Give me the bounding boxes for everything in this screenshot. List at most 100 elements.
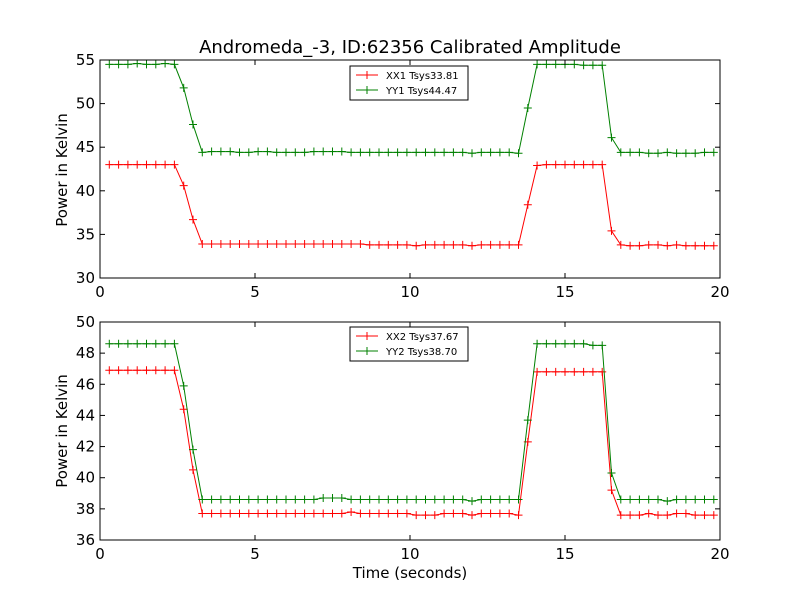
data-point-marker xyxy=(468,497,476,506)
data-point-marker xyxy=(347,495,356,504)
data-point-marker xyxy=(644,495,653,504)
legend-marker xyxy=(363,86,371,94)
data-point-marker xyxy=(235,148,244,157)
data-point-marker xyxy=(681,149,690,158)
data-point-marker xyxy=(691,511,700,520)
data-point-marker xyxy=(421,240,430,249)
y-tick-label: 44 xyxy=(76,406,95,424)
data-point-marker xyxy=(430,240,439,249)
data-point-marker xyxy=(105,366,114,375)
data-point-marker xyxy=(356,509,365,518)
data-point-marker xyxy=(263,495,272,504)
y-tick-label: 40 xyxy=(76,469,95,487)
data-point-marker xyxy=(672,495,681,504)
data-point-marker xyxy=(505,148,514,157)
data-point-marker xyxy=(244,509,253,518)
data-point-marker xyxy=(337,147,346,156)
data-point-marker xyxy=(365,509,374,518)
data-point-marker xyxy=(179,181,188,190)
data-point-marker xyxy=(142,366,151,375)
data-point-marker xyxy=(495,240,504,249)
data-point-marker xyxy=(207,509,216,518)
data-point-marker xyxy=(561,160,569,169)
legend-marker xyxy=(363,347,371,355)
data-point-marker xyxy=(226,495,235,504)
y-tick-label: 30 xyxy=(76,269,95,287)
data-point-marker xyxy=(588,367,597,376)
data-point-marker xyxy=(616,495,625,504)
legend-marker xyxy=(363,332,371,340)
data-point-marker xyxy=(244,495,253,504)
data-point-marker xyxy=(616,148,625,157)
data-point-marker xyxy=(514,511,523,520)
data-point-marker xyxy=(402,495,411,504)
data-point-marker xyxy=(189,445,197,454)
data-point-marker xyxy=(579,367,588,376)
data-point-marker xyxy=(542,367,551,376)
data-point-marker xyxy=(700,148,709,157)
data-point-marker xyxy=(430,148,439,157)
data-point-marker xyxy=(356,148,365,157)
data-point-marker xyxy=(449,148,458,157)
data-point-marker xyxy=(216,147,225,156)
data-point-marker xyxy=(412,495,421,504)
y-tick-label: 50 xyxy=(76,95,95,113)
data-point-marker xyxy=(226,509,235,518)
data-point-marker xyxy=(551,339,560,348)
data-point-marker xyxy=(309,509,318,518)
data-point-marker xyxy=(161,366,170,375)
data-point-marker xyxy=(179,381,188,390)
data-point-marker xyxy=(514,495,523,504)
data-point-marker xyxy=(514,149,523,158)
data-point-marker xyxy=(412,241,421,250)
data-point-marker xyxy=(505,495,514,504)
data-point-marker xyxy=(272,509,281,518)
data-point-marker xyxy=(384,240,393,249)
data-point-marker xyxy=(458,509,467,518)
data-point-marker xyxy=(440,495,449,504)
data-point-marker xyxy=(402,509,411,518)
data-point-marker xyxy=(421,495,430,504)
data-point-marker xyxy=(570,160,579,169)
data-point-marker xyxy=(644,240,653,249)
data-point-marker xyxy=(319,147,328,156)
data-point-marker xyxy=(179,83,188,92)
data-point-marker xyxy=(170,339,179,348)
data-point-marker xyxy=(458,495,467,504)
y-tick-label: 48 xyxy=(76,344,95,362)
data-point-marker xyxy=(421,511,430,520)
chart-title: Andromeda_-3, ID:62356 Calibrated Amplit… xyxy=(199,37,621,58)
data-point-marker xyxy=(328,147,337,156)
data-point-marker xyxy=(663,497,672,506)
data-point-marker xyxy=(384,509,393,518)
data-point-marker xyxy=(365,148,374,157)
data-point-marker xyxy=(365,240,374,249)
data-point-marker xyxy=(384,148,393,157)
data-point-marker xyxy=(161,59,170,68)
data-point-marker xyxy=(533,339,542,348)
data-point-marker xyxy=(263,239,272,248)
data-point-marker xyxy=(384,495,393,504)
data-point-marker xyxy=(189,120,197,129)
data-point-marker xyxy=(523,200,532,209)
data-point-marker xyxy=(133,366,142,375)
data-point-marker xyxy=(402,148,411,157)
data-point-marker xyxy=(440,148,449,157)
data-point-marker xyxy=(402,240,411,249)
data-point-marker xyxy=(588,341,597,350)
data-point-marker xyxy=(700,241,709,250)
data-point-marker xyxy=(663,511,672,520)
data-point-marker xyxy=(282,239,290,248)
data-point-marker xyxy=(691,241,700,250)
data-point-marker xyxy=(635,241,644,250)
data-point-marker xyxy=(654,495,662,504)
data-point-marker xyxy=(440,240,449,249)
y-tick-label: 42 xyxy=(76,438,95,456)
data-point-marker xyxy=(542,339,551,348)
data-point-marker xyxy=(337,239,346,248)
data-point-marker xyxy=(626,495,635,504)
data-point-marker xyxy=(309,147,318,156)
x-tick-label: 15 xyxy=(555,545,574,563)
data-point-marker xyxy=(216,495,225,504)
data-point-marker xyxy=(319,509,328,518)
